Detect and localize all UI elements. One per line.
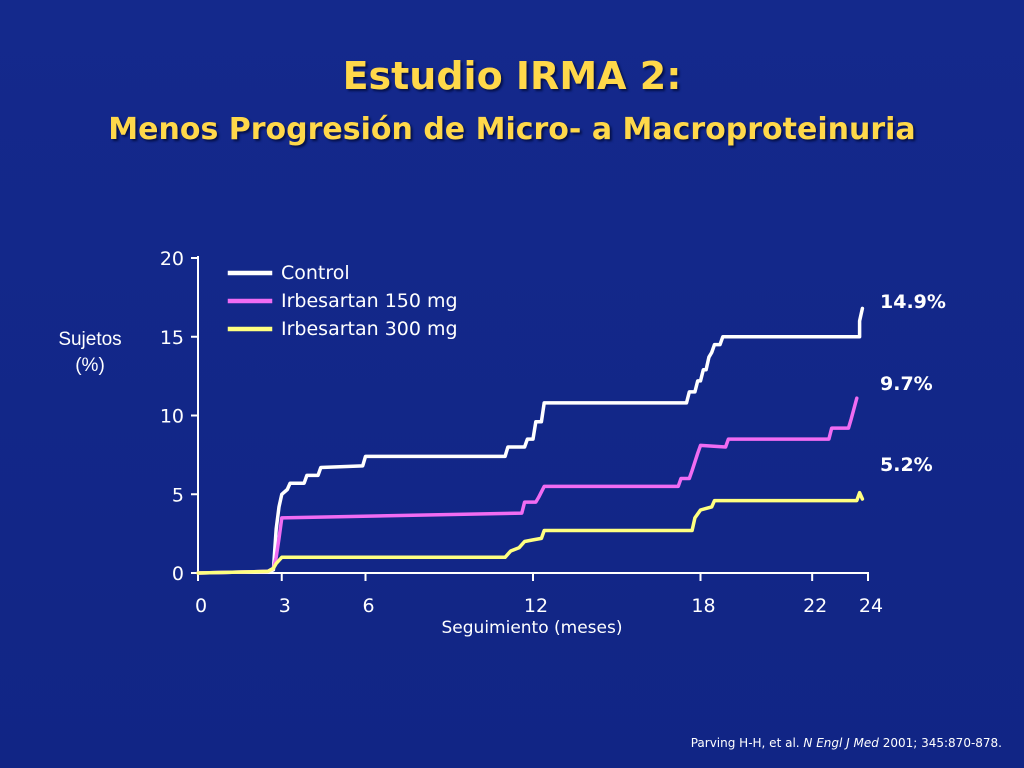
legend-label-1: Control <box>281 262 350 284</box>
x-tick-label: 0 <box>195 595 207 617</box>
citation: Parving H-H, et al. N Engl J Med 2001; 3… <box>691 736 1002 750</box>
citation-journal: N Engl J Med <box>803 736 879 750</box>
citation-authors: Parving H-H, et al. <box>690 736 800 750</box>
y-axis-label: Sujetos (%) <box>40 327 140 379</box>
x-tick-label: 24 <box>859 595 883 617</box>
y-tick-label: 20 <box>160 248 184 270</box>
y-axis-label-line2: (%) <box>75 355 105 376</box>
legend-label-2: Irbesartan 150 mg <box>281 290 458 312</box>
x-tick-label: 3 <box>279 595 291 617</box>
series-end-label-1: 14.9% <box>880 291 946 313</box>
series-line-2 <box>196 396 859 575</box>
x-tick-label: 22 <box>803 595 827 617</box>
series-end-label-3: 5.2% <box>880 454 933 476</box>
slide-title: Estudio IRMA 2: <box>342 54 682 98</box>
citation-details: 2001; 345:870-878. <box>882 736 1002 750</box>
slide-subtitle: Menos Progresión de Micro- a Macroprotei… <box>108 112 916 147</box>
series-end-label-2: 9.7% <box>880 373 933 395</box>
y-axis-label-line1: Sujetos <box>58 329 122 350</box>
legend-label-3: Irbesartan 300 mg <box>281 318 458 340</box>
series-line-1 <box>196 306 865 575</box>
series-line-3 <box>196 490 865 575</box>
y-tick-label: 10 <box>160 406 184 428</box>
y-tick-label: 15 <box>160 327 184 349</box>
x-tick-label: 6 <box>362 595 374 617</box>
y-tick-label: 5 <box>172 484 184 506</box>
y-tick-label: 0 <box>172 563 184 585</box>
x-tick-label: 12 <box>524 595 548 617</box>
x-axis-label: Seguimiento (meses) <box>441 618 623 638</box>
x-tick-label: 18 <box>691 595 715 617</box>
